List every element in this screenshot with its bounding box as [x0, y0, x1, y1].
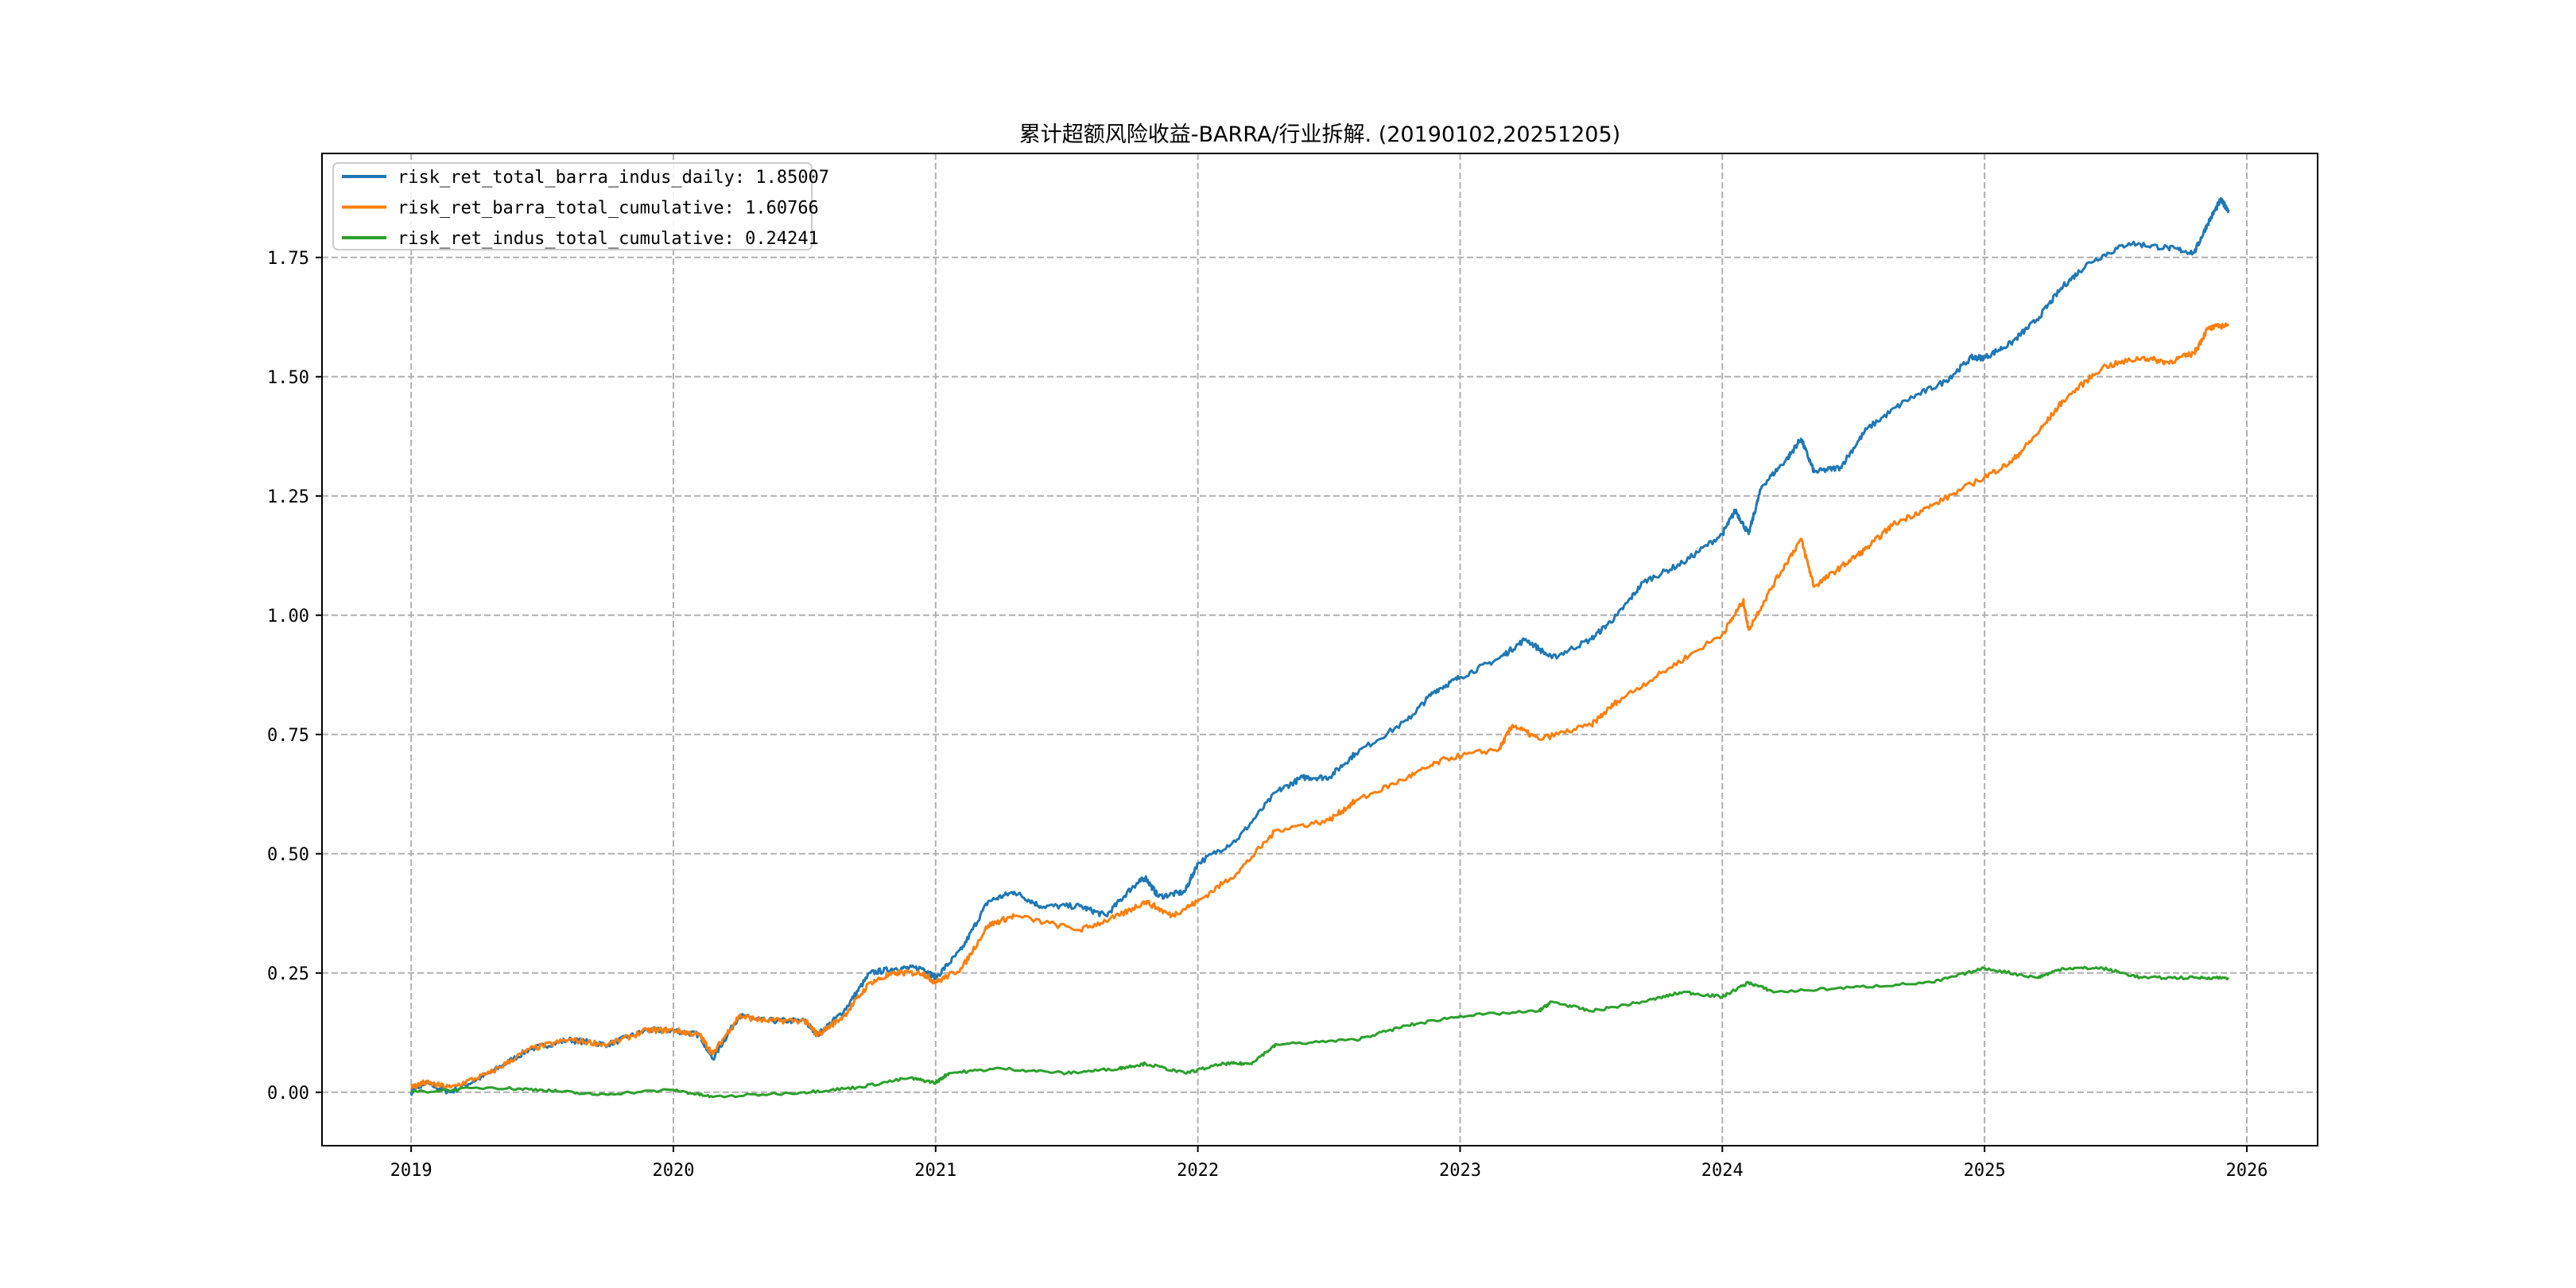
y-tick-label: 1.75: [267, 249, 309, 269]
grid: [322, 153, 2318, 1146]
x-tick-label: 2019: [390, 1161, 433, 1181]
y-tick-label: 0.50: [267, 845, 309, 865]
x-tick-label: 2025: [1964, 1161, 2006, 1181]
series-line-1: [410, 322, 2230, 1090]
x-tick-label: 2024: [1701, 1161, 1744, 1181]
x-tick-label: 2023: [1439, 1161, 1481, 1181]
legend-label-2: risk_ret_indus_total_cumulative: 0.24241: [398, 229, 819, 249]
legend-label-0: risk_ret_total_barra_indus_daily: 1.8500…: [398, 168, 829, 188]
axis-ticks: 2019 2020 2021 2022 2023 2024 2025 2026 0.00 0.25…: [267, 249, 2268, 1181]
x-tick-label: 2026: [2225, 1161, 2268, 1181]
plot-frame: [321, 153, 2318, 1146]
x-tick-label: 2022: [1177, 1161, 1219, 1181]
y-tick-label: 1.25: [267, 487, 309, 507]
legend-label-1: risk_ret_barra_total_cumulative: 1.60766: [398, 199, 819, 219]
series-lines: [409, 196, 2230, 1099]
y-tick-label: 1.00: [267, 607, 309, 627]
x-tick-label: 2020: [652, 1161, 694, 1181]
x-tick-label: 2021: [914, 1161, 956, 1181]
chart-title: 累计超额风险收益-BARRA/行业拆解. (20190102,20251205): [1019, 122, 1620, 147]
y-tick-label: 1.50: [267, 368, 309, 388]
y-tick-label: 0.00: [267, 1084, 309, 1104]
series-line-0: [409, 196, 2230, 1096]
series-line-2: [410, 965, 2229, 1099]
y-tick-label: 0.25: [267, 964, 309, 984]
y-tick-label: 0.75: [267, 726, 309, 746]
legend: risk_ret_total_barra_indus_daily: 1.8500…: [332, 162, 829, 250]
